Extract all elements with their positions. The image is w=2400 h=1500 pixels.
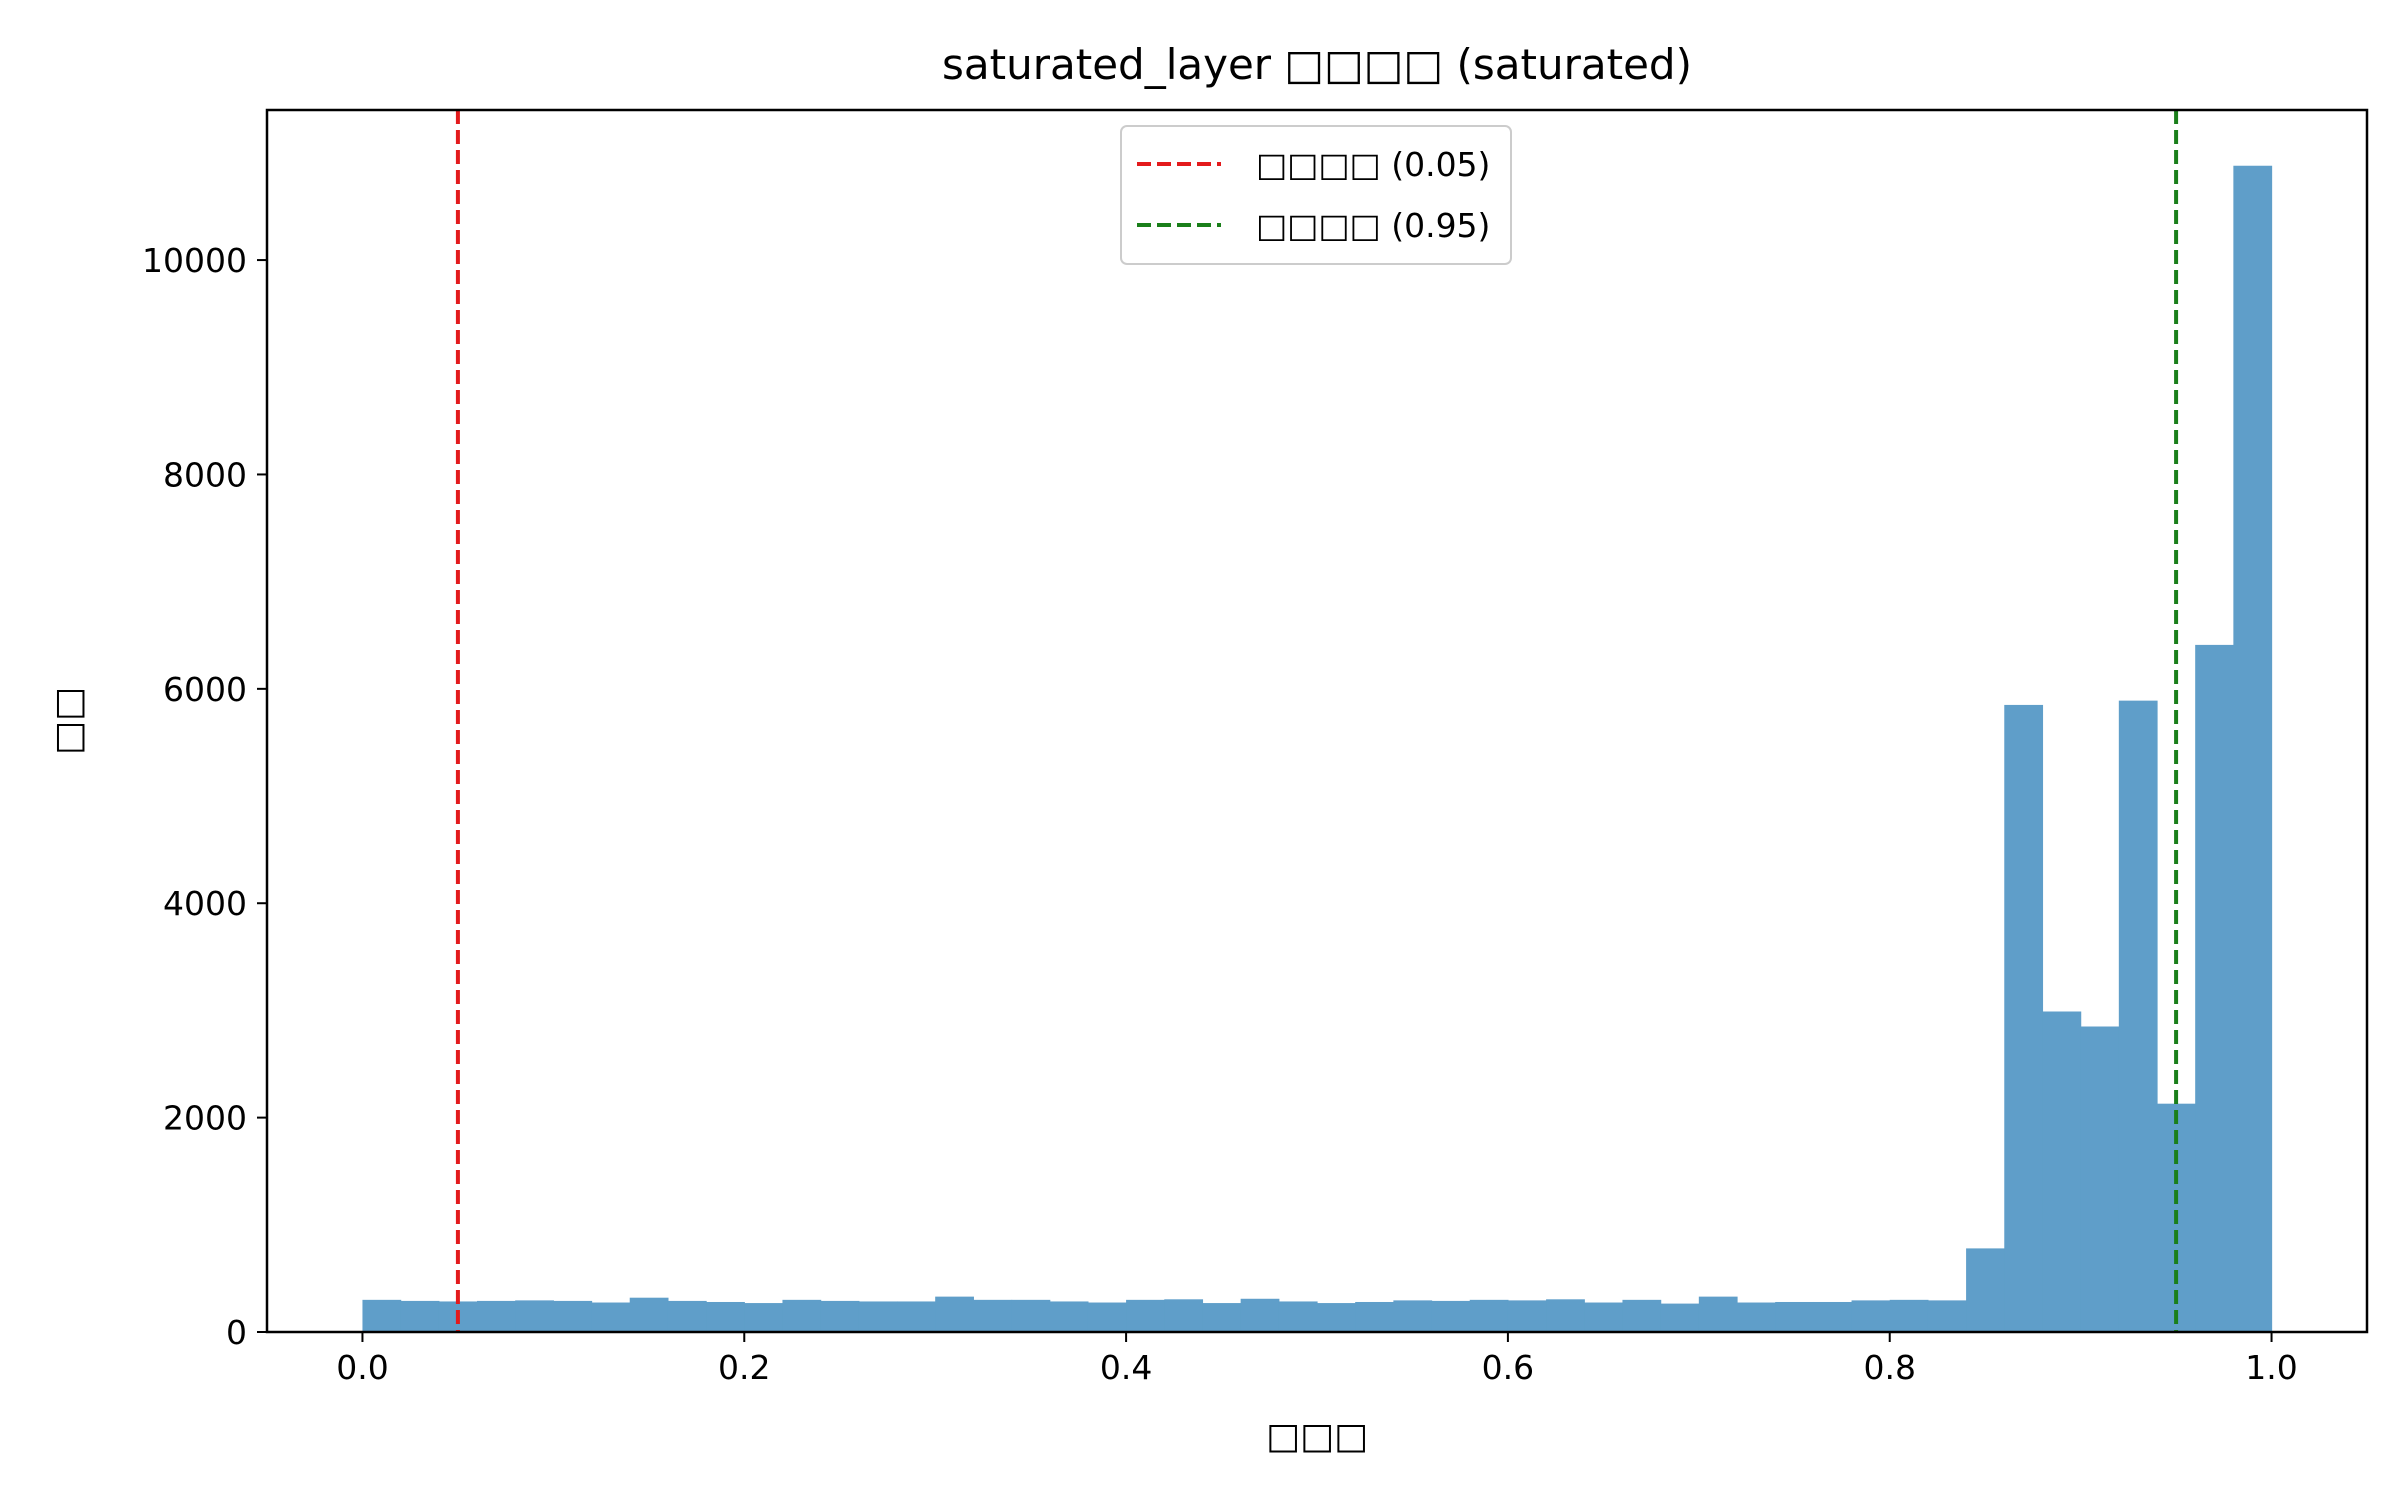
- y-axis-ticks: 0 2000 4000 6000 8000 10000: [142, 241, 267, 1352]
- y-tick-label: 6000: [163, 670, 247, 709]
- chart-title: saturated_layer □□□□ (saturated): [942, 40, 1692, 89]
- histogram-bar: [1507, 1300, 1547, 1332]
- histogram-bar: [1469, 1299, 1509, 1332]
- reference-lines: [455, 110, 2179, 1332]
- x-axis-label: □□□: [1266, 1416, 1368, 1457]
- histogram-bar: [897, 1301, 936, 1332]
- histogram-bar: [1851, 1300, 1891, 1332]
- histogram-bar: [935, 1296, 974, 1332]
- histogram-bar: [1278, 1301, 1318, 1332]
- x-tick-label: 0.2: [718, 1348, 770, 1387]
- histogram-bar: [1737, 1302, 1776, 1332]
- histogram-bar: [1011, 1299, 1051, 1332]
- histogram-bar: [973, 1299, 1013, 1332]
- y-tick-label: 0: [226, 1313, 247, 1352]
- x-axis-ticks: 0.0 0.2 0.4 0.6 0.8 1.0: [336, 1332, 2298, 1387]
- histogram-bar: [362, 1299, 402, 1332]
- histogram-bar: [2004, 704, 2044, 1332]
- x-tick-label: 0.4: [1100, 1348, 1152, 1387]
- histogram-bar: [2195, 644, 2234, 1332]
- histogram-bar: [515, 1300, 554, 1332]
- histogram-bar: [1393, 1300, 1433, 1332]
- histogram-bar: [1126, 1299, 1165, 1332]
- histogram-bars: [362, 165, 2273, 1332]
- histogram-bar: [1698, 1296, 1738, 1332]
- legend: □□□□ (0.05) □□□□ (0.95): [1120, 125, 1512, 265]
- histogram-bar: [820, 1300, 860, 1332]
- histogram-bar: [2118, 700, 2158, 1332]
- histogram-bar: [2233, 165, 2273, 1332]
- histogram-bar: [1966, 1248, 2005, 1332]
- histogram-bar: [477, 1300, 516, 1332]
- histogram-bar: [1317, 1303, 1356, 1332]
- histogram-bar: [1202, 1303, 1242, 1332]
- histogram-bar: [706, 1301, 745, 1332]
- legend-label: □□□□ (0.95): [1256, 206, 1490, 245]
- histogram-bar: [1622, 1299, 1662, 1332]
- y-axis-label: □□: [48, 687, 89, 755]
- histogram-bar: [1355, 1301, 1394, 1332]
- x-tick-label: 0.0: [336, 1348, 388, 1387]
- plot-frame: [265, 108, 2369, 1334]
- histogram-bar: [1240, 1298, 1280, 1332]
- histogram-bar: [591, 1302, 631, 1332]
- histogram-bar: [2080, 1026, 2120, 1332]
- x-tick-label: 0.6: [1482, 1348, 1534, 1387]
- histogram-bar: [1164, 1299, 1204, 1332]
- histogram-bar: [1087, 1302, 1127, 1332]
- histogram-bar: [1927, 1300, 1967, 1332]
- x-tick-label: 1.0: [2245, 1348, 2297, 1387]
- legend-label: □□□□ (0.05): [1256, 145, 1490, 184]
- histogram-bar: [1431, 1300, 1471, 1332]
- histogram-bar: [1813, 1301, 1853, 1332]
- histogram-bar: [1660, 1303, 1700, 1332]
- histogram-bar: [629, 1297, 669, 1332]
- y-tick-label: 2000: [163, 1099, 247, 1138]
- y-tick-label: 4000: [163, 884, 247, 923]
- histogram-bar: [858, 1301, 898, 1332]
- legend-box: [1120, 125, 1512, 265]
- x-tick-label: 0.8: [1863, 1348, 1915, 1387]
- histogram-bar: [1049, 1301, 1089, 1332]
- histogram-bar: [2042, 1011, 2082, 1332]
- histogram-bar: [553, 1300, 593, 1332]
- histogram-bar: [400, 1300, 440, 1332]
- y-tick-label: 10000: [142, 241, 247, 280]
- histogram-bar: [744, 1303, 784, 1332]
- histogram-bar: [782, 1299, 822, 1332]
- histogram-bar: [1546, 1299, 1585, 1332]
- histogram-bar: [1775, 1301, 1814, 1332]
- histogram-bar: [667, 1300, 707, 1332]
- histogram-bar: [1889, 1299, 1929, 1332]
- y-tick-label: 8000: [163, 455, 247, 494]
- histogram-bar: [1584, 1302, 1624, 1332]
